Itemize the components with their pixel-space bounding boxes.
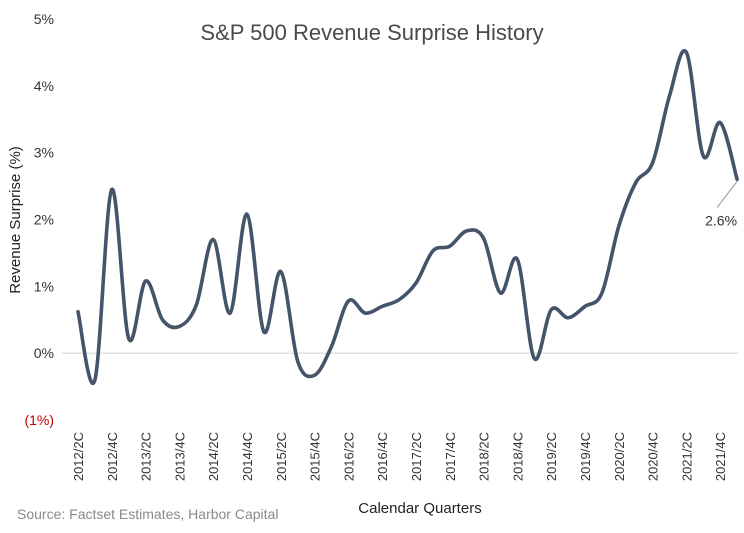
x-tick-label: 2014/4C xyxy=(240,432,255,481)
data-point xyxy=(482,236,486,240)
data-point xyxy=(651,161,655,165)
annotation-label: 2.6% xyxy=(705,212,737,228)
data-point xyxy=(499,291,503,295)
x-tick-label: 2021/2C xyxy=(679,432,694,481)
data-point xyxy=(144,279,148,283)
data-point xyxy=(330,344,334,348)
y-tick-label: 0% xyxy=(34,345,54,361)
x-tick-label: 2012/4C xyxy=(105,432,120,481)
data-point xyxy=(262,330,266,334)
data-point xyxy=(515,258,519,262)
data-point xyxy=(279,270,283,274)
x-tick-label: 2013/2C xyxy=(139,432,154,481)
data-point xyxy=(76,310,80,314)
data-point xyxy=(465,229,469,233)
data-point xyxy=(296,359,300,363)
x-tick-label: 2015/4C xyxy=(308,432,323,481)
data-point xyxy=(583,304,587,308)
data-point xyxy=(617,224,621,228)
x-tick-label: 2020/2C xyxy=(612,432,627,481)
data-point xyxy=(431,249,435,253)
annotation-leader-line xyxy=(716,181,738,208)
data-point xyxy=(448,244,452,248)
data-point xyxy=(718,121,722,125)
data-point xyxy=(566,316,570,320)
data-point xyxy=(194,303,198,307)
data-point xyxy=(245,212,249,216)
data-point xyxy=(735,177,739,181)
x-axis-label: Calendar Quarters xyxy=(358,500,481,517)
x-tick-label: 2014/2C xyxy=(206,432,221,481)
x-tick-label: 2021/4C xyxy=(713,432,728,481)
data-point xyxy=(701,154,705,158)
data-point xyxy=(684,50,688,54)
data-point xyxy=(228,311,232,315)
data-point xyxy=(600,291,604,295)
data-point xyxy=(634,181,638,185)
x-axis-ticks: 2012/2C 2012/4C 2013/2C 2013/4C 2014/2C 2014/… xyxy=(71,432,728,481)
data-point xyxy=(668,94,672,98)
x-tick-label: 2018/4C xyxy=(510,432,525,481)
data-point xyxy=(93,378,97,382)
x-tick-label: 2012/2C xyxy=(71,432,86,481)
source-note: Source: Factset Estimates, Harbor Capita… xyxy=(17,506,278,522)
data-point xyxy=(127,336,131,340)
y-tick-label: 2% xyxy=(34,212,54,228)
y-axis-label: Revenue Surprise (%) xyxy=(7,146,24,294)
series-line xyxy=(76,48,739,385)
data-point xyxy=(313,373,317,377)
data-point xyxy=(549,308,553,312)
data-point xyxy=(177,324,181,328)
data-point xyxy=(161,318,165,322)
x-tick-label: 2017/2C xyxy=(409,432,424,481)
y-tick-label: 4% xyxy=(34,78,54,94)
x-tick-label: 2016/4C xyxy=(375,432,390,481)
data-point xyxy=(363,311,367,315)
y-tick-label: 5% xyxy=(34,11,54,27)
x-tick-label: 2013/4C xyxy=(172,432,187,481)
data-point xyxy=(346,299,350,303)
y-tick-label: 3% xyxy=(34,145,54,161)
data-point xyxy=(397,298,401,302)
data-point xyxy=(110,187,114,191)
data-point xyxy=(380,304,384,308)
data-point xyxy=(211,238,215,242)
x-tick-label: 2015/2C xyxy=(274,432,289,481)
x-tick-label: 2019/2C xyxy=(544,432,559,481)
y-tick-label: (1%) xyxy=(24,412,54,428)
series-lines xyxy=(76,48,739,385)
x-tick-label: 2018/2C xyxy=(477,432,492,481)
y-axis-ticks: 5% 4% 3% 2% 1% 0% (1%) xyxy=(24,11,54,428)
x-tick-label: 2020/4C xyxy=(646,432,661,481)
y-tick-label: 1% xyxy=(34,278,54,294)
last-value-annotation: 2.6% xyxy=(705,181,738,228)
data-point xyxy=(414,281,418,285)
x-tick-label: 2017/4C xyxy=(443,432,458,481)
x-tick-label: 2016/2C xyxy=(341,432,356,481)
x-tick-label: 2019/4C xyxy=(578,432,593,481)
chart-title: S&P 500 Revenue Surprise History xyxy=(200,20,543,45)
data-point xyxy=(532,357,536,361)
